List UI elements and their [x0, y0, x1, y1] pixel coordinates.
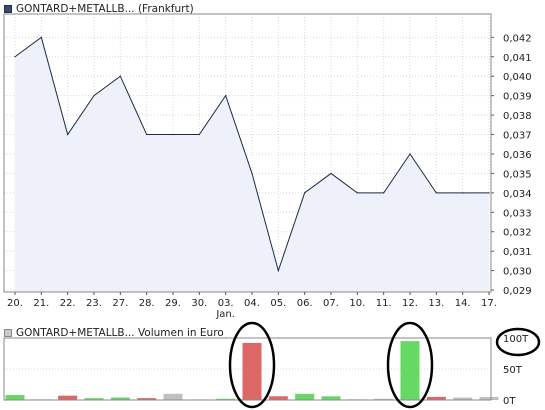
price-point [67, 133, 69, 136]
price-point [119, 75, 121, 77]
highlight-circle-bar [386, 321, 434, 409]
price-point [172, 133, 174, 136]
volume-panel: 0T 50T 100T [3, 334, 529, 407]
x-tick-label: 17. [481, 298, 497, 309]
volume-bar [5, 395, 25, 400]
price-point [435, 192, 437, 194]
volume-bar [479, 396, 499, 400]
price-panel: 0,029 0,030 0,031 0,032 0,033 0,034 0,035 0,036… [3, 13, 532, 297]
x-tick-label: 06. [297, 298, 313, 309]
x-tick-label: 21. [33, 298, 49, 309]
price-point [14, 56, 16, 58]
price-tick-label: 0,037 [503, 131, 532, 142]
volume-bar [268, 396, 288, 400]
volume-bar [110, 397, 130, 400]
x-tick-label: 03. [218, 298, 234, 309]
price-point [93, 95, 95, 97]
price-point [304, 192, 306, 194]
volume-bar [163, 393, 183, 400]
x-tick-label: 22. [60, 298, 76, 309]
x-tick-label: 23. [86, 298, 102, 309]
volume-bar [321, 396, 341, 400]
price-point [330, 172, 332, 175]
price-point [40, 36, 42, 38]
price-tick-label: 0,036 [503, 150, 532, 161]
price-series-swatch [4, 5, 12, 13]
price-tick-label: 0,034 [503, 189, 532, 200]
volume-bar [84, 398, 104, 400]
highlight-circle-axis-label [495, 327, 541, 357]
price-point [146, 133, 148, 136]
price-tick-label: 0,030 [503, 267, 532, 278]
price-point [383, 192, 385, 194]
x-tick-label: 30. [191, 298, 207, 309]
price-tick-label: 0,035 [503, 169, 532, 180]
annotations [228, 321, 541, 409]
price-tick-label: 0,033 [503, 208, 532, 219]
price-point [198, 133, 200, 136]
x-tick-label: 12. [402, 298, 418, 309]
volume-bar [295, 393, 315, 400]
highlight-circle-bar [228, 321, 276, 409]
x-tick-label: 10. [349, 298, 365, 309]
x-tick-label: 07. [323, 298, 339, 309]
price-point [462, 192, 464, 194]
x-tick-label: 14. [455, 298, 471, 309]
x-tick-label: 27. [112, 298, 128, 309]
price-point [277, 270, 279, 272]
volume-tick-label: 100T [503, 334, 529, 345]
price-point [251, 172, 253, 175]
price-point [488, 192, 490, 194]
volume-tick-label: 0T [503, 396, 516, 407]
x-tick-sublabel: Jan. [215, 309, 235, 320]
price-tick-label: 0,029 [503, 286, 532, 297]
volume-bar [242, 342, 262, 400]
x-tick-label: 28. [139, 298, 155, 309]
price-point [409, 153, 411, 155]
volume-bar [137, 398, 157, 400]
x-axis-labels: 20. 21. 22. 23. 27. 28. 29. 30. 03.Jan. 04. 05. 06.… [7, 292, 497, 320]
volume-bar [216, 398, 236, 400]
volume-legend: GONTARD+METALLB... Volumen in Euro [4, 327, 224, 339]
price-tick-label: 0,041 [503, 53, 532, 64]
price-tick-label: 0,039 [503, 92, 532, 103]
price-tick-label: 0,038 [503, 111, 532, 122]
volume-bar [426, 396, 446, 400]
volume-plot-frame [3, 337, 492, 401]
price-point [225, 95, 227, 97]
x-tick-label: 29. [165, 298, 181, 309]
volume-bar [400, 341, 420, 400]
volume-series-swatch [4, 329, 12, 337]
x-tick-label: 20. [7, 298, 23, 309]
x-tick-label: 11. [376, 298, 392, 309]
price-legend: GONTARD+METALLB... (Frankfurt) [4, 3, 194, 15]
volume-tick-label: 50T [503, 365, 523, 376]
price-tick-label: 0,040 [503, 72, 532, 83]
volume-legend-label: GONTARD+METALLB... Volumen in Euro [16, 327, 224, 339]
price-tick-label: 0,042 [503, 33, 532, 44]
price-tick-label: 0,032 [503, 228, 532, 239]
price-point [356, 192, 358, 194]
volume-bar [374, 398, 394, 400]
price-tick-label: 0,031 [503, 247, 532, 258]
volume-bar [453, 397, 473, 400]
price-plot-frame [3, 13, 492, 293]
price-area-fill [15, 37, 489, 292]
x-tick-label: 05. [270, 298, 286, 309]
x-tick-label: 13. [428, 298, 444, 309]
x-tick-label: 04. [244, 298, 260, 309]
price-legend-label: GONTARD+METALLB... (Frankfurt) [16, 3, 194, 15]
volume-bar [58, 395, 78, 400]
